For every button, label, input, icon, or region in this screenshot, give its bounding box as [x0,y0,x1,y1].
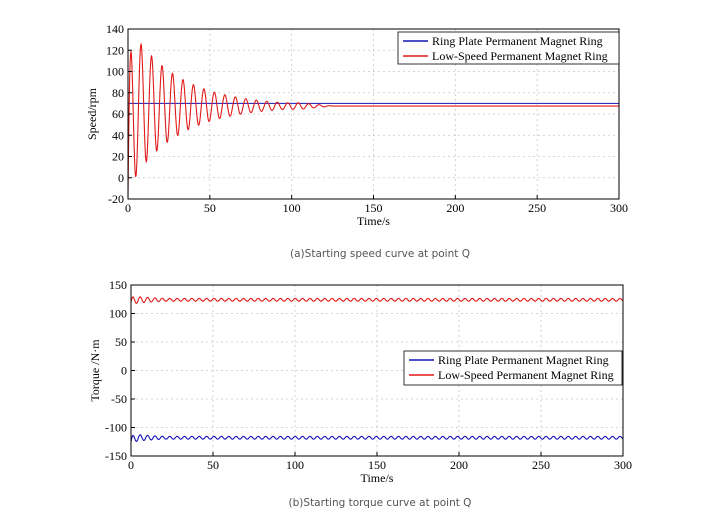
y-tick-label: -100 [105,421,127,435]
y-tick-label: -50 [111,392,127,406]
y-tick-label: 120 [106,43,124,57]
y-tick-label: 100 [106,65,124,79]
y-tick-label: 0 [118,171,124,185]
legend: Ring Plate Permanent Magnet RingLow-Spee… [397,31,620,65]
legend-label: Low-Speed Permanent Magnet Ring [438,368,614,382]
x-tick-label: 150 [368,458,386,472]
y-tick-label: 140 [106,22,124,36]
x-tick-label: 300 [614,458,632,472]
x-axis-label: Time/s [357,214,390,228]
x-tick-label: 150 [365,201,383,215]
x-tick-label: 200 [446,201,464,215]
y-tick-label: 0 [121,364,127,378]
y-tick-label: 50 [115,335,127,349]
y-tick-label: -20 [108,192,124,206]
x-tick-label: 0 [128,458,134,472]
x-tick-label: 300 [610,201,628,215]
x-axis-label: Time/s [361,471,394,485]
y-tick-label: 150 [109,278,127,292]
series-line-low-speed [130,296,624,304]
x-tick-label: 100 [283,201,301,215]
y-tick-label: -150 [105,449,127,463]
y-axis-label: Torque /N·m [88,339,102,402]
x-tick-label: 250 [532,458,550,472]
legend-label: Ring Plate Permanent Magnet Ring [432,34,603,48]
y-tick-label: 60 [112,107,124,121]
y-axis-label: Speed/rpm [85,87,99,140]
x-tick-label: 0 [125,201,131,215]
x-tick-label: 50 [207,458,219,472]
y-tick-label: 80 [112,86,124,100]
x-tick-label: 200 [450,458,468,472]
legend-box [403,350,623,386]
legend-label: Low-Speed Permanent Magnet Ring [432,49,608,63]
series-line-low-speed [127,42,619,197]
y-tick-label: 100 [109,307,127,321]
legend-label: Ring Plate Permanent Magnet Ring [438,353,609,367]
x-tick-label: 100 [286,458,304,472]
chart-speed: 0 50 100 150 200 250 300-20020406080100120140T… [85,22,628,260]
series-line-ring-plate [130,434,624,442]
x-tick-label: 50 [204,201,216,215]
legend-box [397,31,620,65]
chart-caption: (a)Starting speed curve at point Q [290,248,470,260]
y-tick-label: 20 [112,150,124,164]
x-tick-label: 250 [528,201,546,215]
y-tick-label: 40 [112,128,124,142]
legend: Ring Plate Permanent Magnet RingLow-Spee… [403,350,623,386]
chart-caption: (b)Starting torque curve at point Q [289,497,472,509]
chart-torque: 0 50 100 150 200 250 300-150-100-50050100150Ti… [88,278,632,509]
